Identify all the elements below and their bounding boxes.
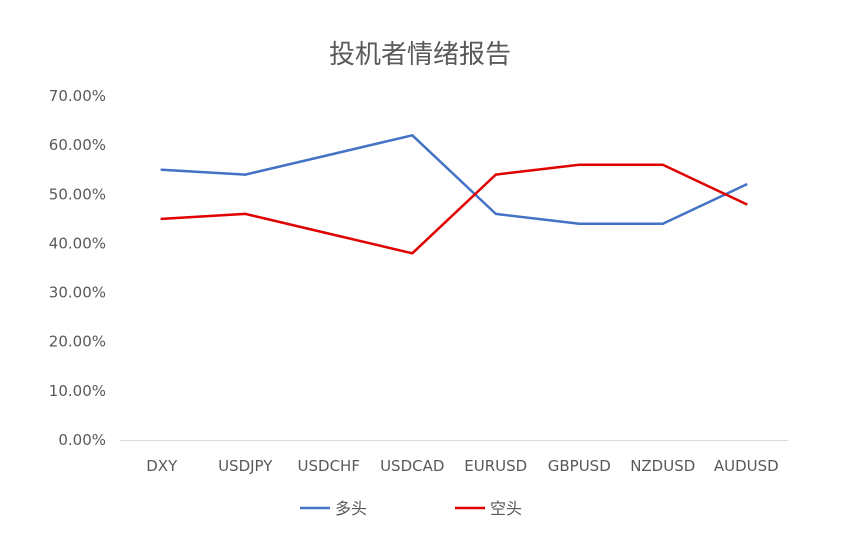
y-tick-label: 10.00% <box>49 382 106 400</box>
x-tick-label: USDCAD <box>380 457 444 475</box>
y-tick-label: 50.00% <box>49 185 106 203</box>
data-point <box>745 183 748 186</box>
y-tick-label: 0.00% <box>58 431 106 449</box>
data-point <box>578 222 581 225</box>
legend: 多头 空头 <box>300 499 522 518</box>
data-point <box>411 252 414 255</box>
x-tick-label: GBPUSD <box>548 457 611 475</box>
data-point <box>661 163 664 166</box>
y-tick-label: 60.00% <box>49 136 106 154</box>
y-tick-label: 70.00% <box>49 87 106 105</box>
data-point <box>327 232 330 235</box>
legend-label: 空头 <box>490 499 522 518</box>
data-point <box>160 217 163 221</box>
x-axis-ticks: DXY USDJPY USDCHF USDCAD EURUSD GBPUSD NZDUSD A… <box>146 457 778 475</box>
data-point <box>244 173 247 176</box>
y-axis-ticks: 0.00% 10.00% 20.00% 30.00% 40.00% 50.00% 60.00… <box>49 87 106 449</box>
x-tick-label: NZDUSD <box>630 457 695 475</box>
x-tick-label: EURUSD <box>464 457 527 475</box>
series-line-2 <box>160 163 748 255</box>
data-point <box>327 153 330 157</box>
data-point <box>494 212 497 216</box>
x-tick-label: DXY <box>146 457 178 475</box>
data-point <box>494 173 497 176</box>
chart-title: 投机者情绪报告 <box>329 40 511 70</box>
y-tick-label: 20.00% <box>49 333 106 351</box>
data-point <box>661 222 664 225</box>
y-tick-label: 40.00% <box>49 234 106 252</box>
x-tick-label: AUDUSD <box>714 457 779 475</box>
data-point <box>578 163 581 166</box>
x-tick-label: USDCHF <box>298 457 360 475</box>
series-line-1 <box>160 134 748 226</box>
x-tick-label: USDJPY <box>218 457 273 475</box>
data-point <box>411 134 414 137</box>
series-lines <box>160 134 748 255</box>
data-point <box>160 168 163 171</box>
y-tick-label: 30.00% <box>49 284 106 302</box>
data-point <box>244 212 247 216</box>
data-point <box>745 202 748 206</box>
legend-label: 多头 <box>335 499 367 518</box>
